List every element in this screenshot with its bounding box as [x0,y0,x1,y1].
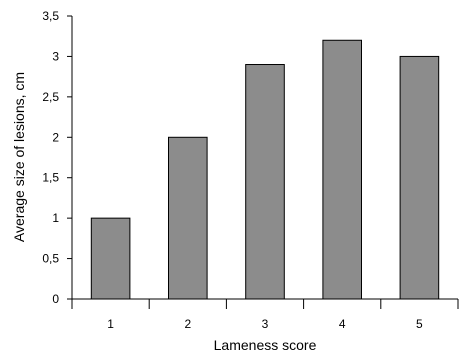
x-tick-label-5: 5 [416,317,423,331]
y-tick-label: 0 [52,292,59,306]
x-ticks: 1 2 3 4 5 [72,299,458,331]
bars-layer [91,40,438,299]
y-tick-label: 3,5 [42,9,59,23]
y-tick-label: 3 [52,49,59,63]
y-tick-label: 0,5 [42,252,59,266]
y-tick-label: 1 [52,211,59,225]
x-tick-label-3: 3 [262,317,269,331]
y-ticks: 0 0,5 1 1,5 2 2,5 3 3,5 [42,9,72,306]
bar-3 [246,65,285,299]
y-tick-label: 2,5 [42,90,59,104]
x-tick-label-4: 4 [339,317,346,331]
y-tick-label: 2 [52,130,59,144]
bar-2 [169,137,208,299]
y-tick-label: 1,5 [42,171,59,185]
x-axis-title: Lameness score [214,337,317,353]
bar-1 [91,218,130,299]
bar-4 [323,40,362,299]
bar-5 [400,56,439,299]
y-axis-title: Average size of lesions, cm [11,72,27,242]
x-tick-label-1: 1 [107,317,114,331]
x-tick-label-2: 2 [184,317,191,331]
